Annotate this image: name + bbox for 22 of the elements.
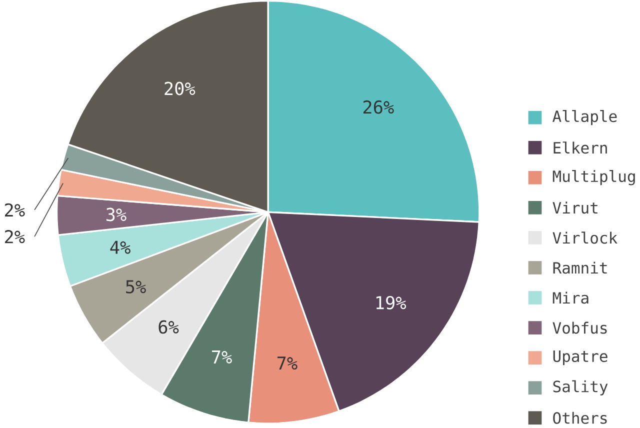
data-label: 3% [106, 208, 126, 222]
legend-label: Others [553, 412, 607, 424]
data-label: 6% [158, 320, 179, 334]
legend-label: Virlock [552, 232, 618, 244]
data-label: 7% [277, 356, 298, 370]
data-label: 4% [110, 241, 130, 254]
data-label: 20% [164, 82, 196, 96]
legend-label: Multiplug [552, 170, 635, 186]
data-label: 2% [5, 230, 25, 244]
legend-label: Mira [552, 292, 588, 304]
legend-label: Vobfus [552, 322, 607, 334]
data-label: 2% [5, 204, 25, 217]
data-label: 7% [212, 350, 232, 364]
data-label: 19% [376, 296, 406, 310]
legend-label: Ramnit [553, 262, 607, 274]
legend-label: Sality [553, 380, 608, 396]
legend-label: Upatre [553, 350, 608, 366]
data-label: 5% [126, 280, 146, 294]
data-label: 26% [363, 100, 394, 114]
legend-label: Allaple [552, 110, 617, 126]
legend-label: Virut [552, 202, 598, 214]
legend-label: Elkern [554, 142, 607, 154]
